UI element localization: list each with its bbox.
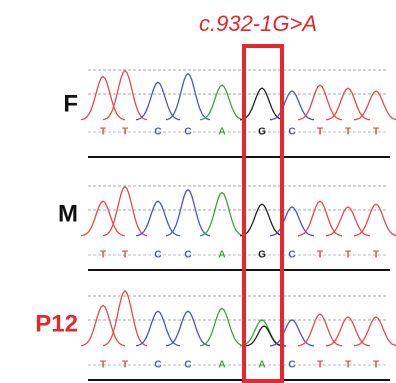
base-call: T	[122, 127, 128, 138]
base-call: T	[122, 360, 128, 371]
row-label: F	[63, 90, 78, 117]
base-call: C	[184, 127, 191, 138]
base-call: C	[288, 250, 295, 261]
base-call: T	[317, 250, 323, 261]
base-call: T	[100, 127, 106, 138]
peak	[200, 193, 244, 236]
base-call: T	[373, 127, 379, 138]
base-call: T	[345, 360, 351, 371]
base-call: T	[122, 250, 128, 261]
base-call: T	[345, 250, 351, 261]
peak	[354, 204, 396, 236]
variant-box	[244, 46, 282, 381]
peak	[166, 190, 210, 236]
base-call: T	[317, 127, 323, 138]
base-call: T	[100, 250, 106, 261]
base-call: C	[154, 250, 161, 261]
peak	[240, 88, 284, 120]
base-call: T	[100, 360, 106, 371]
row-label: M	[58, 200, 78, 227]
base-call: C	[154, 360, 161, 371]
base-call: A	[218, 127, 225, 138]
peak	[240, 320, 284, 346]
peak	[136, 311, 180, 346]
base-call: C	[154, 127, 161, 138]
peak	[326, 207, 370, 236]
peak	[200, 85, 244, 120]
base-call: T	[317, 360, 323, 371]
base-call: A	[218, 360, 225, 371]
peak	[200, 308, 244, 345]
base-call: T	[345, 127, 351, 138]
peak	[270, 320, 314, 346]
peak	[81, 77, 125, 120]
peak	[240, 204, 284, 236]
base-call: T	[373, 250, 379, 261]
page: c.932-1G>A F T T C C A G C T T T M T T C C A G C T T T P12 T T C C…	[0, 0, 396, 383]
base-call: A	[218, 250, 225, 261]
row-label: P12	[35, 310, 78, 337]
chromatogram-figure: c.932-1G>A F T T C C A G C T T T M T T C C A G C T T T P12 T T C C…	[0, 0, 396, 383]
base-call: T	[373, 360, 379, 371]
base-call: G	[258, 250, 266, 261]
peak	[166, 311, 210, 346]
peak	[166, 74, 210, 120]
base-call: G	[258, 127, 266, 138]
base-call: C	[288, 360, 295, 371]
peak	[354, 91, 396, 120]
base-call: C	[288, 127, 295, 138]
base-call: C	[184, 250, 191, 261]
peak	[103, 71, 147, 120]
variant-annotation: c.932-1G>A	[199, 11, 317, 36]
peak	[326, 317, 370, 346]
base-call: A	[258, 360, 265, 371]
base-call: C	[184, 360, 191, 371]
peak	[354, 317, 396, 346]
peak	[242, 326, 286, 346]
peak	[103, 187, 147, 236]
